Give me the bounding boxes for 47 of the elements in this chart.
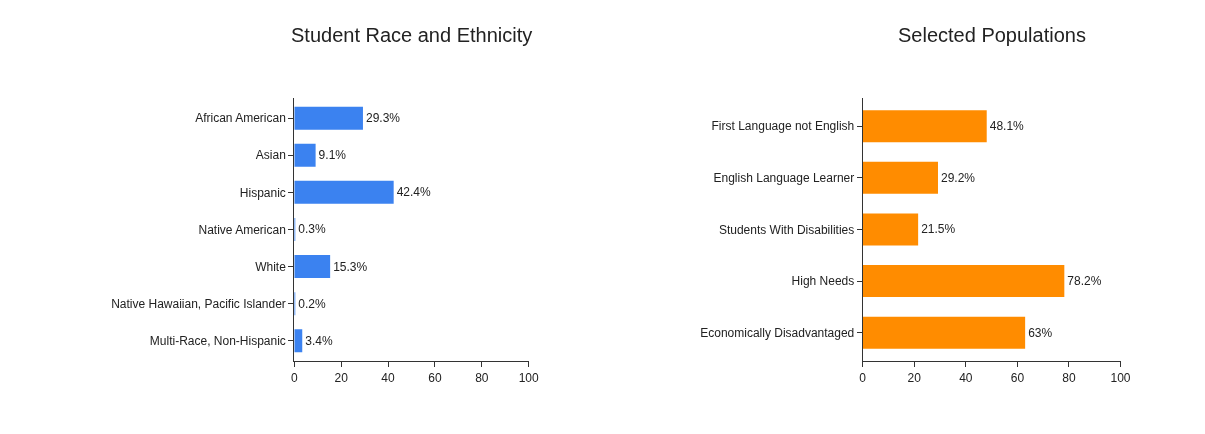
data-label: 63% <box>1028 325 1053 340</box>
data-label: 78.2% <box>1067 274 1102 289</box>
data-label: 29.3% <box>365 111 401 126</box>
y-tick-label: African American <box>195 111 286 126</box>
y-tick-label: Asian <box>255 148 286 163</box>
x-tick-label: 80 <box>1062 370 1076 385</box>
bar <box>862 265 1065 298</box>
y-tick-label: Hispanic <box>239 185 286 200</box>
chart-title: Selected Populations <box>898 24 1086 46</box>
y-tick-label: English Language Learner <box>713 171 855 186</box>
x-tick-label: 40 <box>959 370 973 385</box>
data-label: 48.1% <box>989 119 1025 134</box>
data-label: 3.4% <box>305 333 333 348</box>
x-tick-label: 100 <box>518 370 540 385</box>
x-tick-label: 0 <box>859 370 867 385</box>
y-tick-label: Economically Disadvantaged <box>700 325 855 340</box>
x-tick-label: 60 <box>1010 370 1025 385</box>
y-tick-label: Native Hawaiian, Pacific Islander <box>111 296 286 311</box>
bar <box>294 106 363 130</box>
data-label: 0.3% <box>298 222 326 237</box>
x-tick-label: 100 <box>1110 370 1131 385</box>
x-tick-label: 20 <box>907 370 922 385</box>
bar <box>862 316 1026 349</box>
y-tick-label: Multi-Race, Non-Hispanic <box>149 333 286 348</box>
data-label: 42.4% <box>396 185 432 200</box>
x-tick-label: 60 <box>428 370 442 385</box>
y-tick-label: White <box>255 259 287 274</box>
data-label: 0.2% <box>298 296 326 311</box>
bar <box>294 255 331 279</box>
x-tick-label: 20 <box>334 370 349 385</box>
y-tick-label: High Needs <box>791 274 855 289</box>
data-label: 15.3% <box>333 259 368 274</box>
y-tick-label: Native American <box>198 222 286 237</box>
bar <box>862 161 938 194</box>
x-tick-label: 80 <box>475 370 489 385</box>
bar <box>862 213 919 246</box>
x-tick-label: 40 <box>381 370 396 385</box>
x-tick-label: 0 <box>290 370 298 385</box>
bar <box>862 110 987 143</box>
chart-title: Student Race and Ethnicity <box>291 24 533 46</box>
bar <box>294 180 394 204</box>
bar <box>294 143 316 167</box>
data-label: 21.5% <box>921 222 956 237</box>
y-tick-label: First Language not English <box>711 119 855 134</box>
data-label: 29.2% <box>940 170 976 185</box>
data-label: 9.1% <box>318 148 347 163</box>
y-tick-label: Students With Disabilities <box>718 222 855 237</box>
